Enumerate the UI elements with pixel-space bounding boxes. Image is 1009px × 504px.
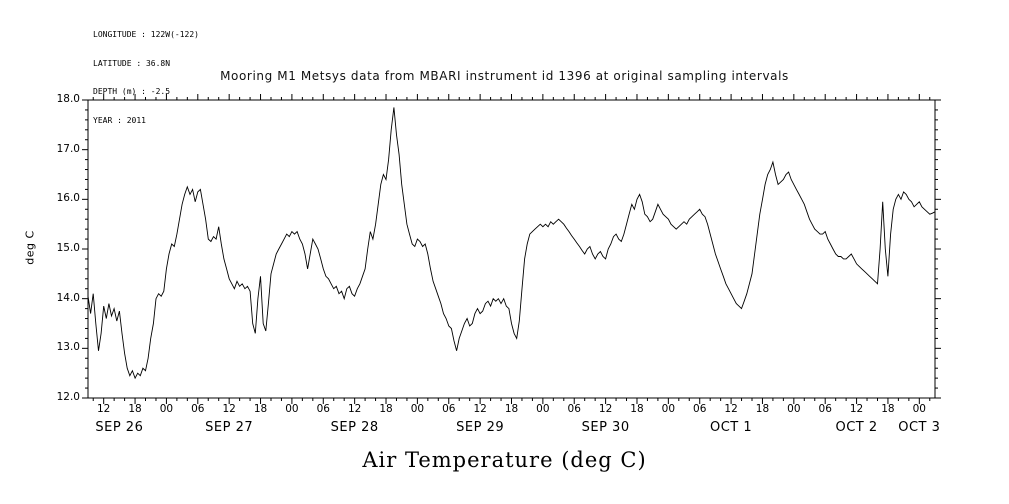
x-tick-label: 12: [849, 403, 864, 415]
x-tick-label: 00: [159, 403, 174, 415]
y-tick-label: 14.0: [56, 291, 80, 304]
x-tick-label: 06: [818, 403, 832, 415]
station-metadata: LONGITUDE : 122W(-122) LATITUDE : 36.8N …: [93, 11, 199, 144]
y-tick-label: 16.0: [56, 192, 80, 205]
x-tick-label: 12: [598, 403, 613, 415]
x-tick-label: 06: [442, 403, 456, 415]
y-tick-label: 13.0: [56, 341, 80, 354]
y-tick-label: 18.0: [56, 93, 80, 105]
chart-title: Mooring M1 Metsys data from MBARI instru…: [220, 69, 789, 83]
x-tick-label: 06: [316, 403, 330, 415]
x-tick-label: 06: [567, 403, 581, 415]
x-tick-label: 06: [693, 403, 707, 415]
metadata-depth: DEPTH (m) : -2.5: [93, 87, 171, 96]
metadata-year: YEAR : 2011: [93, 115, 146, 125]
x-tick-label: 18: [630, 403, 644, 415]
x-tick-label: 18: [504, 403, 519, 415]
x-tick-label: 00: [410, 403, 425, 415]
x-tick-label: 12: [724, 403, 738, 415]
x-date-label: OCT 1: [710, 420, 753, 435]
x-tick-label: 00: [787, 403, 801, 415]
x-axis-caption: Air Temperature (deg C): [362, 448, 647, 472]
x-tick-label: 00: [536, 403, 550, 415]
x-date-label: SEP 26: [95, 420, 144, 435]
x-tick-label: 12: [222, 403, 236, 415]
y-tick-label: 15.0: [56, 242, 80, 254]
x-tick-label: 18: [128, 403, 142, 415]
x-tick-label: 00: [661, 403, 676, 415]
x-date-label: OCT 2: [835, 420, 878, 435]
x-tick-label: 00: [912, 403, 926, 415]
x-tick-label: 00: [285, 403, 299, 415]
x-tick-label: 18: [881, 403, 895, 415]
y-tick-label: 17.0: [56, 142, 80, 155]
x-date-label: SEP 29: [456, 420, 505, 435]
x-tick-label: 18: [253, 403, 268, 415]
x-tick-label: 18: [379, 403, 393, 415]
x-tick-label: 18: [755, 403, 770, 415]
x-tick-label: 06: [191, 403, 205, 415]
x-tick-label: 12: [347, 403, 362, 415]
y-axis-label: deg C: [23, 230, 37, 265]
y-tick-label: 12.0: [56, 391, 80, 403]
plot-frame: [87, 99, 936, 399]
x-date-label: SEP 28: [330, 420, 379, 435]
x-tick-label: 12: [96, 403, 111, 415]
x-date-label: SEP 30: [581, 420, 630, 435]
x-date-label: SEP 27: [205, 420, 254, 435]
metadata-latitude: LATITUDE : 36.8N: [93, 58, 171, 68]
temperature-line: [87, 107, 936, 380]
x-date-label: OCT 3: [898, 420, 941, 435]
x-tick-label: 12: [473, 403, 487, 415]
metadata-longitude: LONGITUDE : 122W(-122): [93, 30, 199, 39]
